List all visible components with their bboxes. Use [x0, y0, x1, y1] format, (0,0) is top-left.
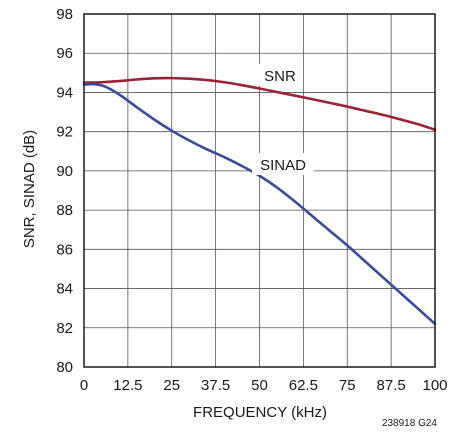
y-tick-label: 94	[56, 84, 73, 101]
x-tick-label: 12.5	[113, 377, 142, 394]
plot-frame	[83, 13, 436, 368]
x-tick-label: 75	[339, 377, 356, 394]
snr-label-bg	[257, 64, 303, 86]
sinad-label-bg	[252, 153, 314, 175]
x-axis-label: FREQUENCY (kHz)	[193, 404, 327, 421]
y-axis-label: SNR, SINAD (dB)	[21, 130, 38, 248]
y-tick-label: 88	[56, 202, 73, 219]
x-tick-label: 25	[163, 377, 180, 394]
x-tick-labels: 0 12.5 25 37.5 50 62.5 75 87.5 100	[80, 377, 448, 394]
x-tick-label: 100	[422, 377, 447, 394]
x-tick-label: 50	[251, 377, 268, 394]
y-tick-labels: 80 82 84 86 88 90 92 94 96 98	[56, 6, 73, 376]
y-tick-label: 80	[56, 359, 73, 376]
series-layer	[82, 76, 437, 326]
x-tick-label: 87.5	[377, 377, 406, 394]
sinad-line	[82, 82, 437, 326]
figure-id: 238918 G24	[382, 418, 437, 429]
y-tick-label: 90	[56, 163, 73, 180]
x-tick-label: 62.5	[289, 377, 318, 394]
y-tick-label: 92	[56, 124, 73, 141]
y-tick-label: 84	[56, 281, 73, 298]
grid-lines	[84, 14, 435, 367]
sinad-series-label: SINAD	[260, 157, 306, 174]
snr-line	[82, 76, 437, 132]
y-tick-label: 98	[56, 6, 73, 23]
y-tick-label: 86	[56, 241, 73, 258]
y-tick-label: 96	[56, 45, 73, 62]
x-tick-label: 0	[80, 377, 88, 394]
x-tick-label: 37.5	[201, 377, 230, 394]
y-tick-label: 82	[56, 320, 73, 337]
snr-series-label: SNR	[264, 68, 296, 85]
